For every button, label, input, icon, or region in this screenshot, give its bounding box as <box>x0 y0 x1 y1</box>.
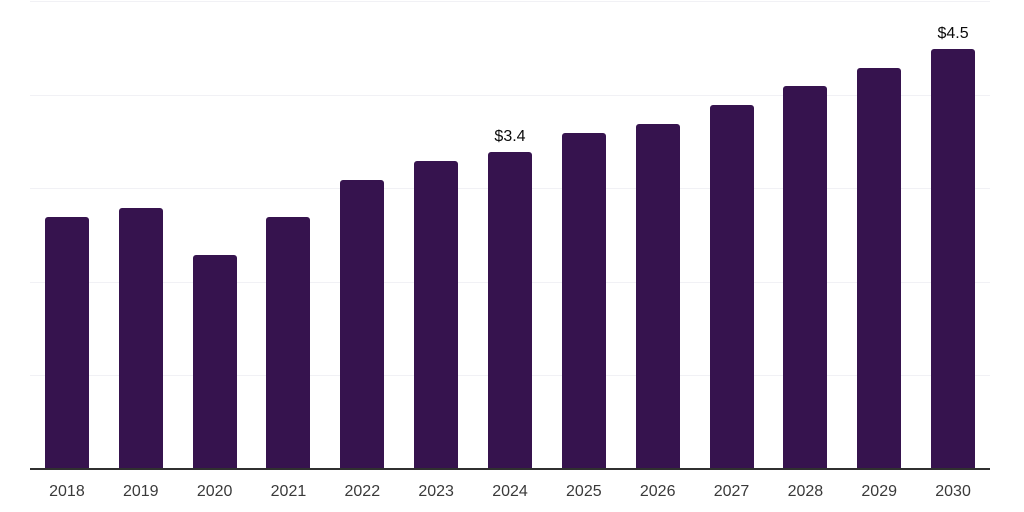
bar-slot-2028 <box>768 0 842 470</box>
gridline-5 <box>30 1 990 2</box>
bar-2026 <box>635 123 680 470</box>
x-tick-2018: 2018 <box>49 483 85 500</box>
x-axis-line <box>30 468 990 470</box>
bar-value-label-2024: $3.4 <box>494 127 526 145</box>
x-axis-labels: 2018 2019 2020 2021 2022 2023 2024 2025 2026 2027… <box>30 483 990 501</box>
bar-slot-2026 <box>621 0 695 470</box>
bar-slot-2022 <box>325 0 399 470</box>
bars-row: $3.4 $4.5 <box>30 0 990 470</box>
bar-2029 <box>857 67 902 470</box>
bar-slot-2018 <box>30 0 104 470</box>
bar-slot-2025 <box>547 0 621 470</box>
bar-2028 <box>783 86 828 470</box>
bar-2021 <box>266 217 311 470</box>
x-tick-2022: 2022 <box>344 483 381 500</box>
x-tick-2028: 2028 <box>787 483 824 500</box>
x-tick-2021: 2021 <box>270 483 307 500</box>
bar-slot-2023 <box>399 0 473 470</box>
bar-2019 <box>118 207 163 470</box>
bar-slot-2027 <box>695 0 769 470</box>
bar-slot-2019 <box>104 0 178 470</box>
bar-slot-2029 <box>842 0 916 470</box>
bar-slot-2020 <box>178 0 252 470</box>
bar-2018 <box>44 217 89 470</box>
x-tick-2024: 2024 <box>492 483 528 500</box>
plot-area: $3.4 $4.5 <box>30 0 990 470</box>
gridline-4 <box>30 94 990 96</box>
x-tick-2027: 2027 <box>713 483 750 500</box>
bar-2022 <box>340 179 385 470</box>
x-tick-2020: 2020 <box>196 483 233 500</box>
x-tick-2023: 2023 <box>418 483 454 500</box>
x-tick-2026: 2026 <box>639 483 676 500</box>
bar-2020 <box>192 254 237 470</box>
bar-value-label-2030: $4.5 <box>937 24 969 42</box>
x-tick-2029: 2029 <box>861 483 897 500</box>
bar-slot-2030: $4.5 <box>916 0 990 470</box>
bar-2024 <box>487 151 532 470</box>
bar-2023 <box>414 161 459 470</box>
bar-2027 <box>709 104 754 470</box>
x-tick-2025: 2025 <box>566 483 602 500</box>
bar-slot-2024: $3.4 <box>473 0 547 470</box>
bar-slot-2021 <box>252 0 326 470</box>
bar-2025 <box>561 133 606 470</box>
bar-2030 <box>931 48 976 470</box>
x-tick-2019: 2019 <box>122 483 159 500</box>
x-tick-2030: 2030 <box>935 483 971 500</box>
